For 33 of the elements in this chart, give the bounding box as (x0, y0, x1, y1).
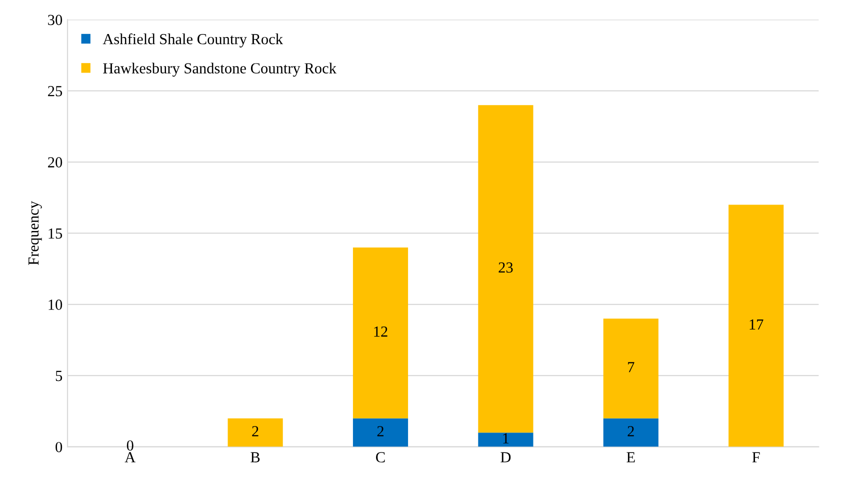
bar (352, 418, 408, 447)
bar (478, 432, 534, 447)
x-tick-label: F (752, 452, 760, 462)
y-tick-label: 15 (48, 228, 62, 239)
y-tick-label: 30 (48, 14, 62, 26)
legend-label: Hawkesbury Sandstone Country Rock (103, 62, 336, 77)
y-tick-label: 5 (56, 370, 62, 382)
y-tick-label: 0 (56, 442, 62, 452)
x-tick-label: A (124, 452, 136, 462)
x-tick-label: B (250, 452, 260, 462)
data-label: 1 (503, 433, 509, 444)
data-label: 2 (628, 426, 634, 436)
data-label: 2 (252, 426, 258, 436)
data-label: 17 (750, 319, 764, 330)
data-label: 23 (498, 262, 513, 273)
data-label: 12 (374, 326, 388, 337)
x-tick-label: E (626, 452, 635, 462)
bar (728, 204, 784, 447)
y-axis-title: Frequency (28, 201, 42, 266)
data-label: 2 (377, 426, 384, 436)
bar (352, 247, 408, 418)
y-tick-label: 20 (48, 157, 62, 168)
data-label: 7 (628, 362, 634, 372)
bar (478, 105, 534, 433)
y-tick-label: 25 (48, 86, 62, 96)
bar (228, 418, 283, 447)
data-label: 0 (126, 440, 134, 451)
bar (603, 318, 658, 418)
y-tick-label: 10 (48, 300, 62, 310)
x-tick-label: D (500, 452, 511, 462)
x-tick-label: C (376, 452, 385, 462)
bar (603, 418, 658, 447)
legend-label: Ashfield Shale Country Rock (102, 33, 283, 48)
